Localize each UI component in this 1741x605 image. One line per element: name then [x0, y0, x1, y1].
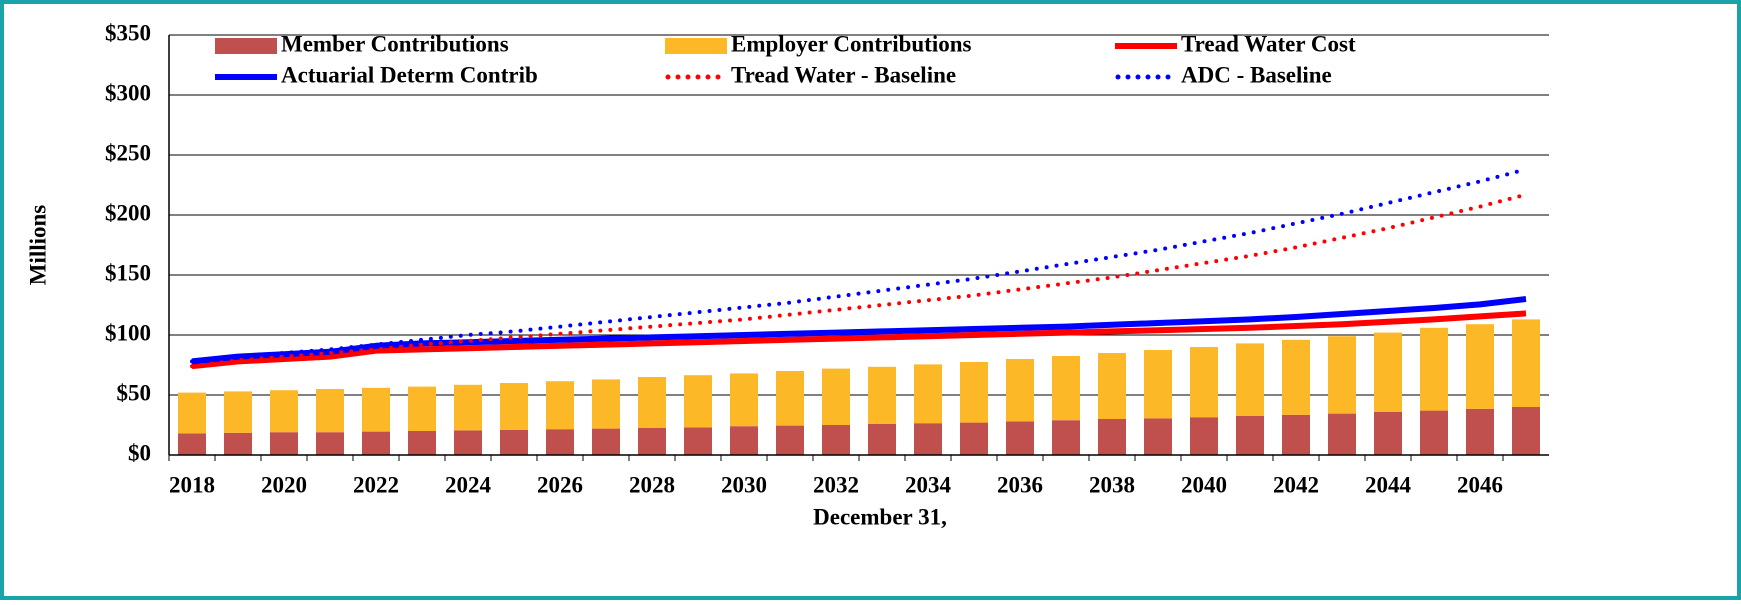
bar: [178, 392, 206, 434]
x-tick-label: 2036: [997, 472, 1043, 497]
y-tick-label: $0: [128, 440, 151, 465]
x-tick-label: 2030: [721, 472, 767, 497]
bar: [776, 425, 804, 455]
bar: [1006, 421, 1034, 455]
bar: [914, 364, 942, 424]
bar: [776, 371, 804, 426]
bar: [362, 431, 390, 455]
bar: [362, 387, 390, 432]
bar: [914, 423, 942, 455]
y-tick-label: $350: [105, 20, 151, 45]
bar: [224, 391, 252, 433]
bar: [1466, 324, 1494, 409]
x-tick-label: 2046: [1457, 472, 1503, 497]
bar: [1144, 350, 1172, 419]
bar: [684, 375, 712, 428]
bar: [960, 422, 988, 455]
legend-label: Tread Water - Baseline: [731, 62, 956, 87]
x-tick-label: 2034: [905, 472, 952, 497]
bar: [638, 428, 666, 455]
line: [191, 296, 1527, 365]
bar: [1282, 414, 1310, 455]
bar: [960, 362, 988, 423]
legend-label: ADC - Baseline: [1181, 62, 1332, 87]
bar: [270, 390, 298, 433]
bar: [1328, 336, 1356, 414]
line: [190, 167, 1528, 364]
bar: [546, 381, 574, 430]
bar: [1052, 420, 1080, 455]
bar: [1466, 408, 1494, 455]
bar: [1512, 407, 1540, 455]
bar: [408, 386, 436, 431]
bar: [1006, 359, 1034, 422]
bar: [1374, 332, 1402, 412]
x-tick-label: 2038: [1089, 472, 1135, 497]
x-tick-label: 2018: [169, 472, 215, 497]
y-tick-label: $150: [105, 260, 151, 285]
bar: [500, 383, 528, 430]
bar: [1420, 410, 1448, 455]
x-tick-label: 2022: [353, 472, 399, 497]
y-tick-label: $100: [105, 320, 151, 345]
x-tick-label: 2024: [445, 472, 492, 497]
x-axis-title: December 31,: [813, 504, 947, 529]
bar: [1420, 327, 1448, 411]
bar: [408, 431, 436, 455]
legend-swatch: [665, 38, 727, 54]
bar: [1144, 418, 1172, 455]
x-tick-label: 2020: [261, 472, 307, 497]
bar: [592, 379, 620, 429]
y-axis-title: Millions: [25, 205, 50, 286]
bar: [1328, 413, 1356, 455]
legend-label: Member Contributions: [281, 31, 509, 56]
y-tick-label: $50: [117, 380, 152, 405]
x-tick-label: 2026: [537, 472, 583, 497]
bar: [592, 428, 620, 455]
bar: [224, 432, 252, 455]
line: [190, 192, 1528, 369]
x-tick-label: 2040: [1181, 472, 1227, 497]
bar: [270, 432, 298, 455]
y-tick-label: $250: [105, 140, 151, 165]
x-tick-label: 2032: [813, 472, 859, 497]
y-tick-label: $300: [105, 80, 151, 105]
bar: [822, 368, 850, 425]
x-tick-label: 2028: [629, 472, 675, 497]
legend-label: Employer Contributions: [731, 31, 972, 56]
bar: [638, 377, 666, 428]
bar: [1098, 353, 1126, 419]
bar: [1512, 319, 1540, 407]
bar: [1282, 339, 1310, 415]
legend-swatch: [215, 38, 277, 54]
bar: [684, 427, 712, 455]
bar: [316, 432, 344, 455]
legend-label: Tread Water Cost: [1181, 31, 1356, 56]
x-tick-label: 2042: [1273, 472, 1319, 497]
bar: [1190, 417, 1218, 455]
bar: [1098, 419, 1126, 455]
bar: [546, 429, 574, 455]
bar: [1052, 356, 1080, 421]
bar: [454, 430, 482, 455]
bar: [1190, 347, 1218, 418]
bar: [822, 425, 850, 455]
bar: [316, 389, 344, 433]
bar: [1236, 343, 1264, 416]
bar: [500, 429, 528, 455]
bar: [868, 423, 896, 455]
x-tick-label: 2044: [1365, 472, 1412, 497]
bar: [730, 373, 758, 427]
y-tick-label: $200: [105, 200, 151, 225]
legend-label: Actuarial Determ Contrib: [281, 62, 538, 87]
bar: [1374, 411, 1402, 455]
line: [191, 310, 1527, 370]
bar: [868, 366, 896, 424]
bar: [454, 384, 482, 431]
bar: [730, 426, 758, 455]
bar: [178, 433, 206, 455]
bar: [1236, 416, 1264, 455]
